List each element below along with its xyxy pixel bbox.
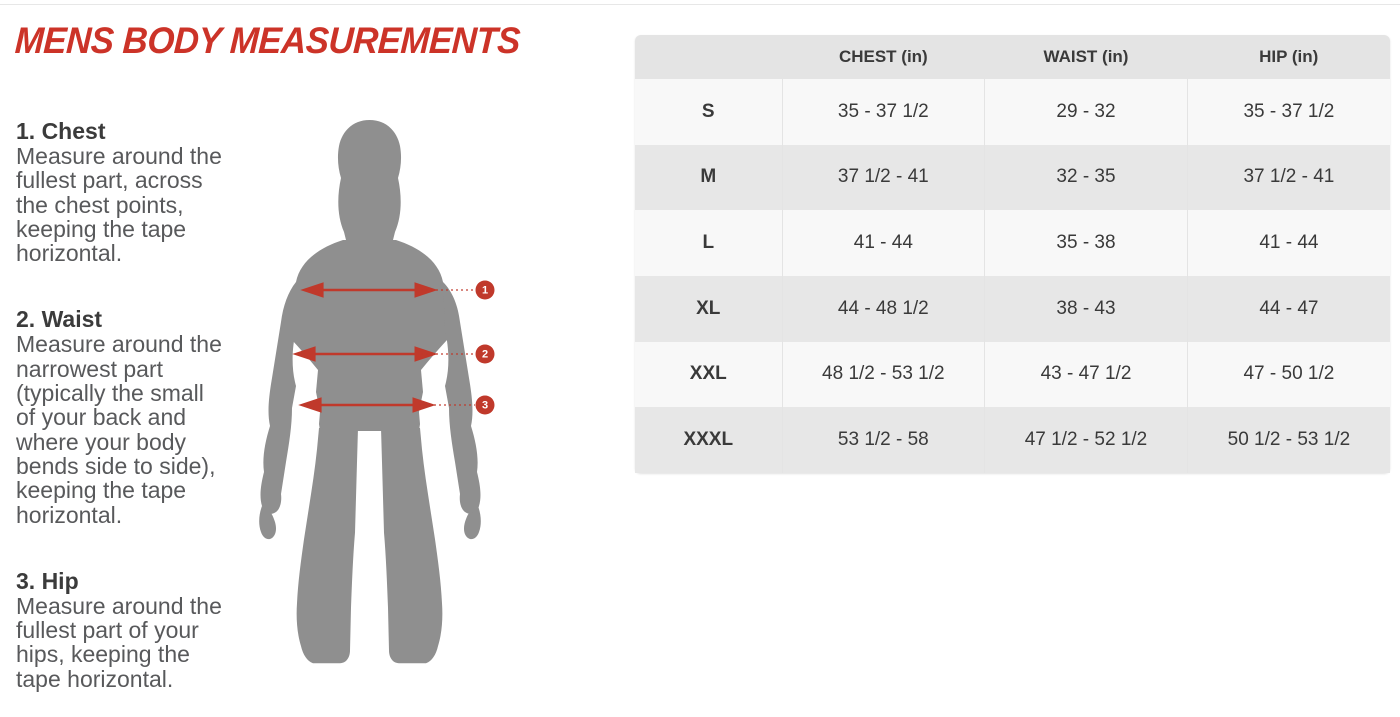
svg-text:2: 2 [482,349,488,361]
svg-text:1: 1 [482,285,488,297]
svg-text:3: 3 [482,400,488,412]
